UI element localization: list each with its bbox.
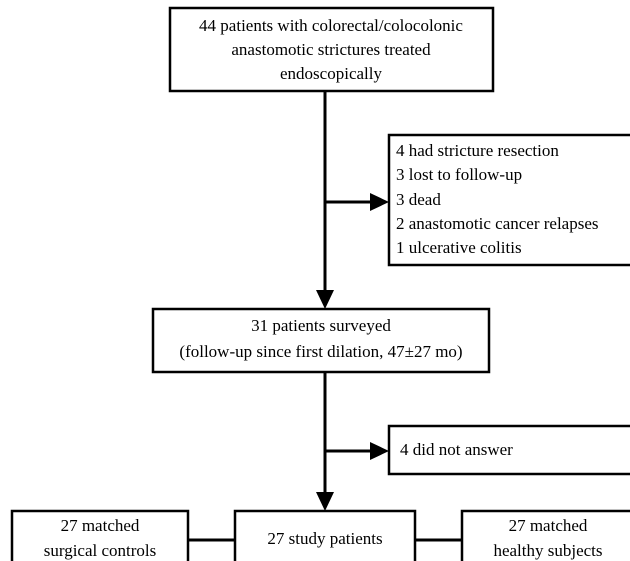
box (10, 509, 190, 561)
arrow-head (370, 442, 389, 460)
arrow-head (316, 492, 334, 511)
node-text: 27 matched (509, 516, 588, 535)
node-text: endoscopically (280, 64, 382, 83)
node-text: 27 study patients (267, 529, 382, 548)
node-text: 4 had stricture resection (396, 141, 559, 160)
node-text: 44 patients with colorectal/colocolonic (199, 16, 463, 35)
box (387, 424, 630, 476)
node-text: healthy subjects (493, 541, 602, 560)
node-text: 27 matched (61, 516, 140, 535)
box (168, 6, 495, 93)
node-text: 3 dead (396, 190, 441, 209)
node-text: 4 did not answer (400, 440, 513, 459)
node-text: surgical controls (44, 541, 157, 560)
node-text: 1 ulcerative colitis (396, 238, 522, 257)
node-text: 2 anastomotic cancer relapses (396, 214, 599, 233)
box (233, 509, 417, 561)
node-text: 3 lost to follow-up (396, 165, 522, 184)
box (460, 509, 630, 561)
arrow-head (316, 290, 334, 309)
node-text: anastomotic strictures treated (231, 40, 431, 59)
box (151, 307, 491, 374)
box (387, 133, 630, 267)
node-text: (follow-up since first dilation, 47±27 m… (179, 342, 462, 361)
arrow-head (370, 193, 389, 211)
node-text: 31 patients surveyed (251, 316, 391, 335)
